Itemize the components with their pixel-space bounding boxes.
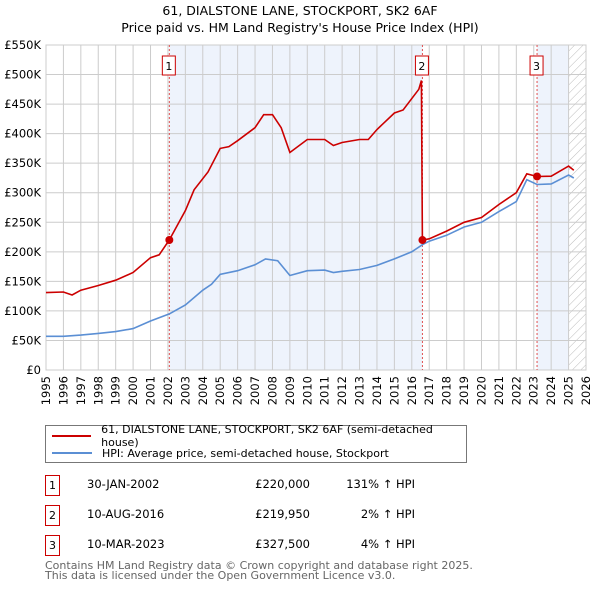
shaded-period (169, 45, 423, 370)
price-chart: 1995 1996 1997 1998 1999 2000 2001 2002 2003 2004… (4, 38, 593, 405)
sale-point (533, 172, 542, 181)
y-tick-label: £200K (4, 245, 41, 259)
x-tick-label: 2014 (370, 376, 384, 405)
x-tick-label: 1997 (74, 376, 88, 405)
sale-badge: 2 (45, 505, 60, 526)
x-tick-label: 2000 (126, 376, 140, 405)
x-tick-label: 2009 (283, 376, 297, 405)
y-tick-label: £400K (4, 127, 41, 141)
y-tick-label: £450K (4, 97, 41, 111)
x-tick-label: 2007 (248, 376, 262, 405)
footer-copyright: Contains HM Land Registry data © Crown c… (45, 559, 473, 572)
sale-marker-box (161, 55, 176, 76)
sale-point (418, 236, 427, 245)
hpi-line (46, 174, 575, 338)
property-price-line (45, 80, 575, 296)
y-tick-label: £0 (26, 363, 41, 377)
x-tick-label: 2020 (474, 376, 488, 405)
x-tick-label: 2001 (144, 376, 158, 405)
sale-badge: 3 (45, 535, 60, 556)
y-tick-label: £500K (4, 68, 41, 82)
x-tick-label: 2008 (265, 376, 279, 405)
x-tick-label: 2012 (335, 376, 349, 405)
x-tick-label: 2025 (562, 376, 576, 405)
sale-hpi-diff: 131% ↑ HPI (346, 477, 415, 491)
x-tick-label: 2002 (161, 376, 175, 405)
x-tick-label: 2006 (231, 376, 245, 405)
sale-price: £219,950 (255, 507, 310, 521)
x-tick-label: 2003 (178, 376, 192, 405)
legend-label-property: 61, DIALSTONE LANE, STOCKPORT, SK2 6AF (… (101, 423, 433, 449)
x-tick-label: 2021 (492, 376, 506, 405)
sale-point (165, 236, 174, 244)
sale-badge: 1 (45, 475, 60, 496)
x-tick-label: 2005 (213, 376, 227, 405)
sale-hpi-diff: 2% ↑ HPI (360, 507, 415, 521)
x-tick-label: 2004 (196, 376, 210, 405)
x-tick-label: 2011 (318, 376, 332, 405)
sale-marker-number: 1 (165, 60, 172, 73)
x-tick-label: 2013 (353, 376, 367, 405)
sale-date: 10-MAR-2023 (87, 537, 165, 551)
x-tick-label: 1999 (109, 376, 123, 405)
legend-label-hpi: HPI: Average price, semi-detached house,… (102, 446, 389, 460)
x-tick-label: 2017 (422, 376, 436, 405)
legend-swatch-red (52, 435, 92, 437)
y-tick-label: £350K (4, 156, 41, 170)
sale-marker-box (414, 55, 429, 76)
x-tick-label: 2026 (579, 376, 593, 405)
x-tick-label: 1998 (91, 376, 105, 405)
sale-price: £220,000 (255, 477, 310, 491)
legend-item-property: 61, DIALSTONE LANE, STOCKPORT, SK2 6AF (… (52, 423, 466, 449)
x-tick-label: 2019 (457, 376, 471, 405)
y-tick-label: £300K (4, 186, 41, 200)
y-tick-label: £150K (4, 274, 41, 288)
y-tick-label: £550K (4, 38, 41, 52)
legend-swatch-blue (52, 452, 92, 454)
x-tick-label: 2010 (300, 376, 314, 405)
shaded-period (537, 45, 569, 370)
sale-date: 30-JAN-2002 (87, 477, 160, 491)
x-tick-label: 2022 (509, 376, 523, 405)
chart-subtitle: Price paid vs. HM Land Registry's House … (121, 20, 479, 35)
y-tick-label: £250K (4, 215, 41, 229)
legend-item-hpi: HPI: Average price, semi-detached house,… (52, 445, 389, 461)
x-tick-label: 2018 (440, 376, 454, 405)
x-tick-label: 1996 (56, 376, 70, 405)
plot-frame (45, 44, 587, 371)
y-tick-label: £100K (4, 304, 41, 318)
footer-licence: This data is licensed under the Open Gov… (45, 569, 396, 582)
sale-marker-number: 2 (418, 60, 425, 73)
chart-title: 61, DIALSTONE LANE, STOCKPORT, SK2 6AF (162, 3, 438, 18)
x-tick-label: 2024 (544, 376, 558, 405)
sale-marker-number: 3 (533, 60, 540, 73)
x-tick-label: 2023 (527, 376, 541, 405)
x-tick-label: 2016 (405, 376, 419, 405)
sale-price: £327,500 (255, 537, 310, 551)
sale-marker-box (529, 55, 544, 76)
x-tick-label: 2015 (387, 376, 401, 405)
sale-date: 10-AUG-2016 (87, 507, 165, 521)
legend: 61, DIALSTONE LANE, STOCKPORT, SK2 6AF (… (45, 423, 467, 463)
future-hatch (568, 45, 586, 370)
sale-hpi-diff: 4% ↑ HPI (360, 537, 415, 551)
y-tick-label: £50K (12, 333, 42, 347)
x-tick-label: 1995 (39, 376, 53, 405)
